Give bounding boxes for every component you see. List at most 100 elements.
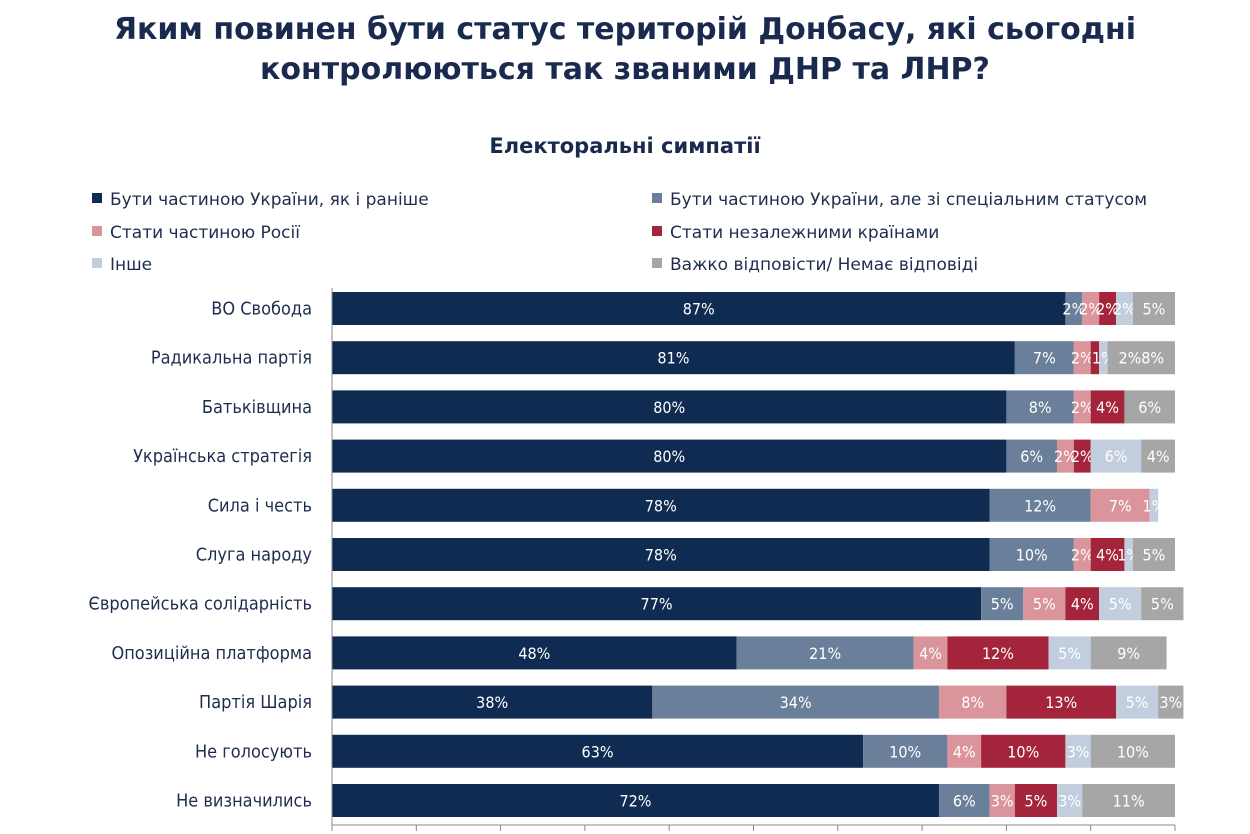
data-label: 12%	[982, 644, 1014, 663]
bar-segment	[1048, 636, 1091, 670]
data-label: 2%	[1054, 447, 1077, 466]
legend-item-4: Інше	[92, 255, 152, 275]
data-label: 8%	[1029, 398, 1052, 417]
legend-label-0: Бути частиною України, як і раніше	[110, 190, 429, 210]
data-label: 5%	[1126, 693, 1149, 712]
bar-segment	[1115, 292, 1133, 325]
data-label: 6%	[953, 792, 976, 811]
title-line-1: Яким повинен бути статус територій Донба…	[113, 12, 1137, 47]
data-label: 10%	[1117, 742, 1149, 761]
bar-segment	[913, 636, 948, 670]
bar-segment	[1006, 439, 1057, 473]
bar-segment	[1090, 488, 1150, 522]
bar-segment	[1073, 390, 1091, 424]
bar-segment	[1099, 292, 1116, 325]
bar-segment	[1158, 685, 1184, 719]
data-label: 6%	[1020, 447, 1043, 466]
data-label: 10%	[889, 742, 921, 761]
bar-segment	[332, 784, 939, 817]
data-label: 48%	[518, 644, 550, 663]
data-label: 2%	[1096, 300, 1119, 319]
bar-segment	[332, 587, 982, 621]
bar-segment	[1090, 538, 1125, 571]
data-label: 81%	[657, 349, 689, 368]
bar-segment	[332, 292, 1066, 325]
data-label: 8%	[961, 693, 984, 712]
bar-segment	[1090, 734, 1175, 768]
legend-label-3: Стати незалежними країнами	[670, 223, 940, 243]
data-label: 87%	[683, 300, 715, 319]
bar-segment	[1014, 341, 1074, 375]
data-label: 3%	[1067, 742, 1090, 761]
bar-segment	[1141, 439, 1175, 473]
category-label: Слуга народу	[196, 545, 313, 566]
title-line-2: контролюються так званими ДНР та ЛНР?	[260, 52, 990, 87]
data-label: 6%	[1105, 447, 1128, 466]
data-label: 34%	[780, 693, 812, 712]
category-label: Радикальна партія	[151, 348, 312, 369]
legend-label-4: Інше	[110, 255, 153, 275]
legend-swatch-3	[652, 226, 662, 236]
bar-segment	[1056, 784, 1083, 817]
data-label: 6%	[1138, 398, 1161, 417]
data-label: 2%	[1071, 349, 1094, 368]
bar-segment	[1056, 439, 1074, 473]
data-label: 1%	[1143, 496, 1166, 515]
data-label: 4%	[1096, 546, 1119, 565]
bar-segment	[1149, 488, 1159, 522]
data-label: 38%	[476, 693, 508, 712]
data-label: 21%	[809, 644, 841, 663]
bar-segment	[1124, 390, 1175, 424]
data-label: 5%	[1109, 595, 1132, 614]
bar-segment	[947, 734, 982, 768]
category-label: Не визначились	[176, 791, 312, 812]
data-label: 2%	[1071, 398, 1094, 417]
bar-segment	[652, 685, 939, 719]
data-label: 4%	[953, 742, 976, 761]
bar-segment	[332, 390, 1007, 424]
data-label: 3%	[991, 792, 1014, 811]
bar-segment	[947, 636, 1049, 670]
data-label: 63%	[582, 742, 614, 761]
legend-swatch-5	[652, 258, 662, 268]
data-label: 5%	[1143, 300, 1166, 319]
bar-segment	[1115, 685, 1159, 719]
data-label: 12%	[1024, 496, 1056, 515]
legend-label-5: Важко відповісти/ Немає відповіді	[670, 255, 979, 275]
category-label: Європейська солідарність	[89, 594, 312, 615]
bar-segment	[332, 439, 1007, 473]
data-label: 13%	[1045, 693, 1077, 712]
bar-segment	[332, 488, 990, 522]
bar-segment	[1014, 784, 1057, 817]
category-label: Українська стратегія	[133, 446, 312, 467]
data-label: 2%	[1071, 546, 1094, 565]
bar-segment	[1141, 587, 1184, 621]
category-label: ВО Свобода	[211, 299, 312, 320]
bar-segment	[981, 734, 1066, 768]
bar-segment	[938, 784, 990, 817]
bar-segment	[1124, 538, 1133, 571]
legend-swatch-0	[92, 193, 102, 203]
data-label: 2%	[1062, 300, 1085, 319]
data-label: 78%	[645, 496, 677, 515]
bar-segment	[1082, 292, 1100, 325]
bar-segment	[1065, 587, 1100, 621]
bar-segment	[989, 488, 1091, 522]
bar-segment	[1090, 636, 1167, 670]
data-label: 72%	[619, 792, 651, 811]
bar-segment	[332, 685, 653, 719]
category-label: Опозиційна платформа	[111, 643, 312, 664]
bar-segment	[863, 734, 948, 768]
data-label: 4%	[1096, 398, 1119, 417]
bar-segment	[332, 734, 864, 768]
data-label: 4%	[1071, 595, 1094, 614]
bar-segment	[1073, 538, 1091, 571]
data-label: 2%	[1071, 447, 1094, 466]
data-label: 10%	[1016, 546, 1048, 565]
bar-segment	[1090, 439, 1142, 473]
bar-segment	[989, 784, 1015, 817]
bar-segment	[1065, 292, 1083, 325]
data-label: 7%	[1033, 349, 1056, 368]
data-label: 4%	[919, 644, 942, 663]
